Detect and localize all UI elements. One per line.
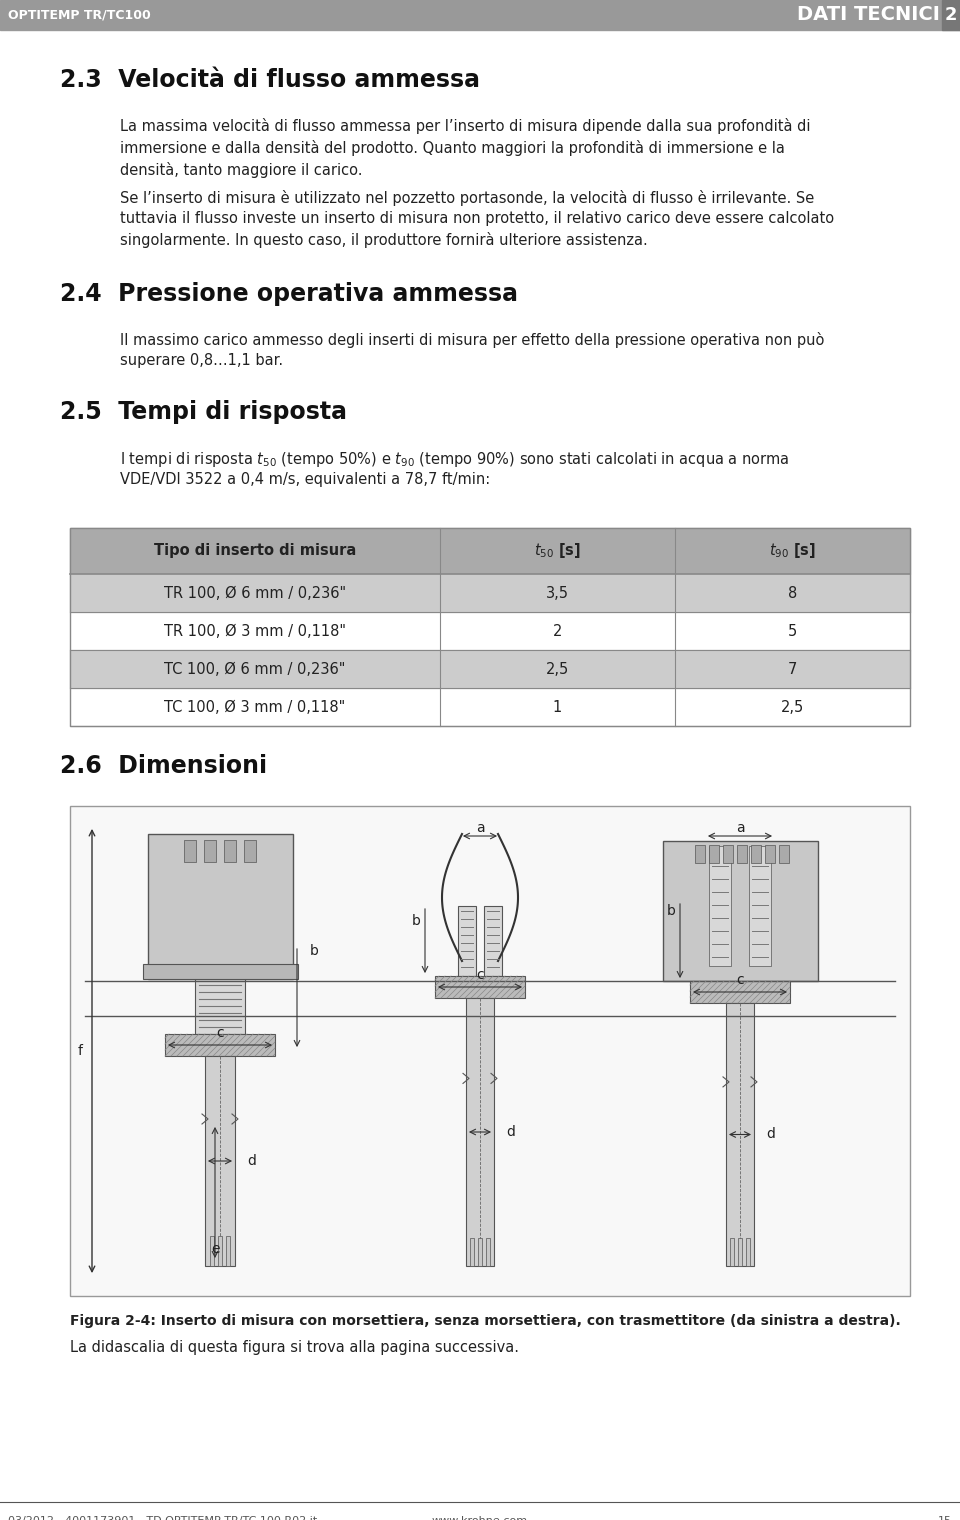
Bar	[709, 847, 731, 967]
Bar	[738, 1237, 742, 1266]
Text: 2.4  Pressione operativa ammessa: 2.4 Pressione operativa ammessa	[60, 283, 518, 306]
Bar	[70, 527, 910, 727]
Text: TR 100, Ø 3 mm / 0,118": TR 100, Ø 3 mm / 0,118"	[164, 623, 346, 638]
Text: d: d	[247, 1154, 256, 1167]
Text: Figura 2-4: Inserto di misura con morsettiera, senza morsettiera, con trasmettit: Figura 2-4: Inserto di misura con morset…	[70, 1313, 900, 1328]
Bar	[148, 834, 293, 979]
Text: La didascalia di questa figura si trova alla pagina successiva.: La didascalia di questa figura si trova …	[70, 1341, 519, 1354]
Bar	[751, 845, 761, 863]
Bar	[486, 1237, 490, 1266]
Bar	[749, 847, 771, 967]
Bar	[70, 651, 910, 689]
Bar	[726, 1003, 754, 1266]
Bar	[484, 906, 502, 976]
Bar	[470, 1237, 474, 1266]
Text: OPTITEMP TR/TC100: OPTITEMP TR/TC100	[8, 9, 151, 21]
Text: 2.3  Velocità di flusso ammessa: 2.3 Velocità di flusso ammessa	[60, 68, 480, 93]
Bar	[466, 999, 494, 1266]
Text: Il massimo carico ammesso degli inserti di misura per effetto della pressione op: Il massimo carico ammesso degli inserti …	[120, 331, 825, 368]
Bar	[70, 527, 910, 575]
Bar	[226, 1236, 230, 1266]
Bar	[709, 845, 719, 863]
Text: I tempi di risposta $t_{50}$ (tempo 50%) e $t_{90}$ (tempo 90%) sono stati calco: I tempi di risposta $t_{50}$ (tempo 50%)…	[120, 450, 790, 470]
Text: 15: 15	[938, 1515, 952, 1520]
Bar	[737, 845, 747, 863]
Text: 2,5: 2,5	[545, 661, 569, 676]
Text: $t_{90}$ [s]: $t_{90}$ [s]	[769, 541, 816, 561]
Bar	[165, 1034, 275, 1056]
Bar	[779, 845, 789, 863]
Bar	[458, 906, 476, 976]
Text: Se l’inserto di misura è utilizzato nel pozzetto portasonde, la velocità di flus: Se l’inserto di misura è utilizzato nel …	[120, 190, 834, 248]
Text: 2: 2	[553, 623, 562, 638]
Text: 8: 8	[788, 585, 797, 600]
Text: 2.5  Tempi di risposta: 2.5 Tempi di risposta	[60, 400, 347, 424]
Bar	[195, 979, 245, 1034]
Text: 3,5: 3,5	[545, 585, 568, 600]
Text: 03/2012 - 4001173901 - TD OPTITEMP TR/TC 100 R02 it: 03/2012 - 4001173901 - TD OPTITEMP TR/TC…	[8, 1515, 317, 1520]
Text: 5: 5	[788, 623, 797, 638]
Bar	[0, 0, 960, 30]
Bar	[244, 841, 256, 862]
Text: 1: 1	[553, 699, 562, 714]
Bar	[765, 845, 775, 863]
Text: 2: 2	[945, 6, 957, 24]
Bar	[478, 1237, 482, 1266]
Text: c: c	[216, 1026, 224, 1040]
Text: VDE/VDI 3522 a 0,4 m/s, equivalenti a 78,7 ft/min:: VDE/VDI 3522 a 0,4 m/s, equivalenti a 78…	[120, 473, 491, 486]
Bar	[210, 1236, 214, 1266]
Text: c: c	[476, 968, 484, 982]
Text: 2,5: 2,5	[780, 699, 804, 714]
Bar	[723, 845, 733, 863]
Bar	[205, 1056, 235, 1266]
Text: $t_{50}$ [s]: $t_{50}$ [s]	[534, 541, 581, 561]
Text: TC 100, Ø 6 mm / 0,236": TC 100, Ø 6 mm / 0,236"	[164, 661, 346, 676]
Text: DATI TECNICI: DATI TECNICI	[797, 6, 940, 24]
Bar	[70, 575, 910, 613]
Text: c: c	[736, 973, 744, 986]
Bar	[184, 841, 196, 862]
Text: TC 100, Ø 3 mm / 0,118": TC 100, Ø 3 mm / 0,118"	[164, 699, 346, 714]
Text: a: a	[476, 821, 484, 834]
Text: 7: 7	[788, 661, 797, 676]
Bar	[204, 841, 216, 862]
Text: 2.6  Dimensioni: 2.6 Dimensioni	[60, 754, 267, 778]
Bar	[143, 964, 298, 979]
Bar	[70, 806, 910, 1297]
Text: d: d	[506, 1125, 515, 1138]
Bar	[942, 0, 960, 30]
Text: b: b	[412, 914, 420, 929]
Text: La massima velocità di flusso ammessa per l’inserto di misura dipende dalla sua : La massima velocità di flusso ammessa pe…	[120, 119, 810, 178]
Text: TR 100, Ø 6 mm / 0,236": TR 100, Ø 6 mm / 0,236"	[164, 585, 346, 600]
Text: Tipo di inserto di misura: Tipo di inserto di misura	[154, 544, 356, 558]
Bar	[218, 1236, 222, 1266]
Bar	[695, 845, 705, 863]
Text: e: e	[211, 1242, 219, 1256]
Text: www.krohne.com: www.krohne.com	[432, 1515, 528, 1520]
Bar	[224, 841, 236, 862]
Text: a: a	[735, 821, 744, 834]
Text: d: d	[766, 1128, 775, 1142]
Text: f: f	[78, 1044, 83, 1058]
Bar	[435, 976, 525, 999]
Text: b: b	[310, 944, 319, 958]
Bar	[663, 841, 818, 980]
Bar	[730, 1237, 734, 1266]
Text: b: b	[667, 904, 676, 918]
Bar	[746, 1237, 750, 1266]
Bar	[690, 980, 790, 1003]
